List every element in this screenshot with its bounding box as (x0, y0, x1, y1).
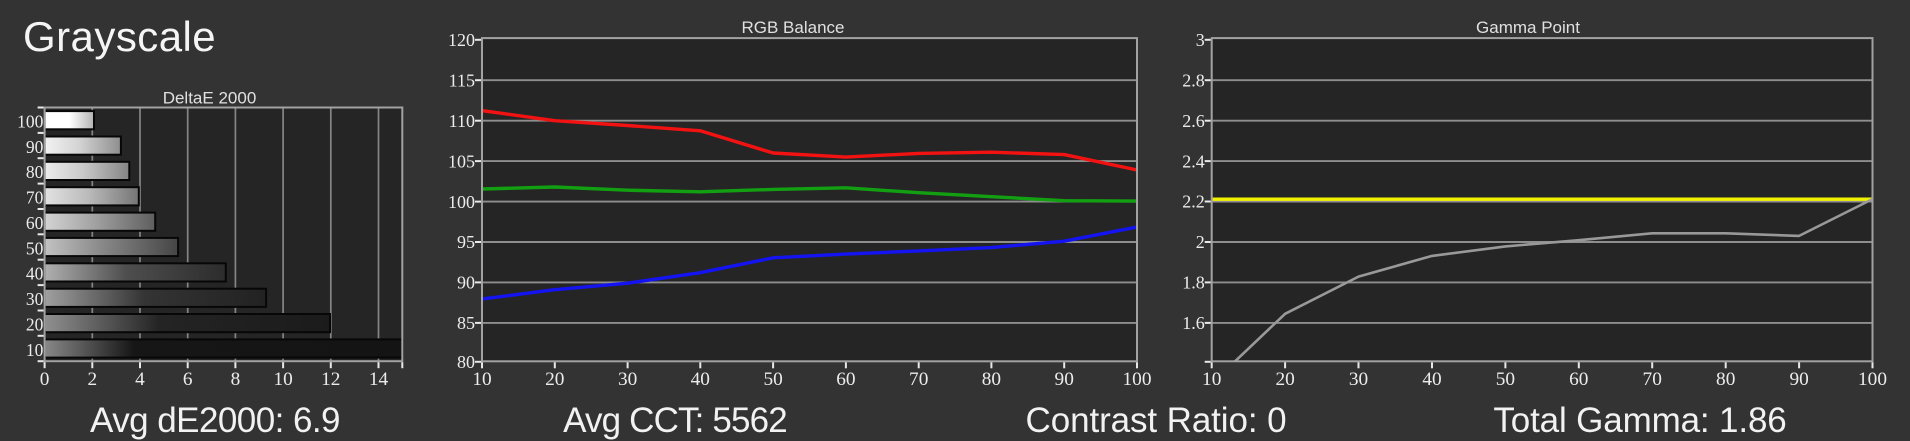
svg-text:1.8: 1.8 (1182, 273, 1205, 293)
svg-text:30: 30 (26, 289, 44, 309)
svg-text:60: 60 (836, 369, 855, 390)
svg-text:10: 10 (472, 369, 491, 390)
svg-text:100: 100 (17, 112, 44, 132)
svg-text:8: 8 (231, 369, 241, 390)
svg-text:90: 90 (1789, 369, 1808, 390)
svg-text:70: 70 (1643, 369, 1662, 390)
svg-text:70: 70 (26, 188, 44, 208)
svg-text:10: 10 (26, 340, 44, 360)
svg-text:DeltaE 2000: DeltaE 2000 (163, 89, 257, 108)
svg-text:Gamma Point: Gamma Point (1476, 18, 1580, 37)
svg-text:20: 20 (26, 314, 44, 334)
svg-text:80: 80 (982, 369, 1001, 390)
svg-text:40: 40 (1422, 369, 1441, 390)
svg-text:2: 2 (87, 369, 97, 390)
svg-text:115: 115 (449, 70, 475, 90)
svg-text:110: 110 (449, 111, 475, 131)
svg-text:100: 100 (1123, 369, 1152, 390)
svg-text:14: 14 (369, 369, 389, 390)
svg-text:2.2: 2.2 (1182, 192, 1205, 212)
svg-text:12: 12 (321, 369, 340, 390)
svg-text:0: 0 (40, 369, 50, 390)
svg-text:6: 6 (183, 369, 193, 390)
svg-text:2.8: 2.8 (1182, 70, 1205, 90)
svg-text:40: 40 (691, 369, 710, 390)
svg-text:100: 100 (448, 192, 475, 212)
svg-text:80: 80 (457, 352, 475, 372)
svg-text:30: 30 (1349, 369, 1368, 390)
svg-text:70: 70 (909, 369, 928, 390)
svg-text:80: 80 (1716, 369, 1735, 390)
svg-text:40: 40 (26, 264, 44, 284)
svg-text:4: 4 (135, 369, 145, 390)
svg-text:50: 50 (26, 238, 44, 258)
svg-text:100: 100 (1858, 369, 1887, 390)
svg-text:1.6: 1.6 (1182, 313, 1205, 333)
svg-text:10: 10 (1202, 369, 1221, 390)
svg-text:90: 90 (26, 137, 44, 157)
svg-text:20: 20 (1275, 369, 1294, 390)
svg-text:80: 80 (26, 162, 44, 182)
svg-text:105: 105 (448, 151, 475, 171)
svg-text:2.6: 2.6 (1182, 111, 1205, 131)
svg-text:50: 50 (1496, 369, 1515, 390)
svg-text:90: 90 (457, 273, 475, 293)
svg-text:RGB Balance: RGB Balance (742, 18, 845, 37)
svg-text:10: 10 (273, 369, 292, 390)
svg-text:2.4: 2.4 (1182, 151, 1205, 171)
svg-text:60: 60 (1569, 369, 1588, 390)
svg-text:90: 90 (1055, 369, 1074, 390)
svg-text:85: 85 (457, 313, 475, 333)
svg-text:120: 120 (448, 30, 475, 50)
svg-text:50: 50 (763, 369, 782, 390)
svg-text:3: 3 (1196, 30, 1205, 50)
svg-text:60: 60 (26, 213, 44, 233)
svg-text:30: 30 (618, 369, 637, 390)
svg-text:95: 95 (457, 232, 475, 252)
svg-text:2: 2 (1196, 232, 1205, 252)
svg-text:20: 20 (545, 369, 564, 390)
